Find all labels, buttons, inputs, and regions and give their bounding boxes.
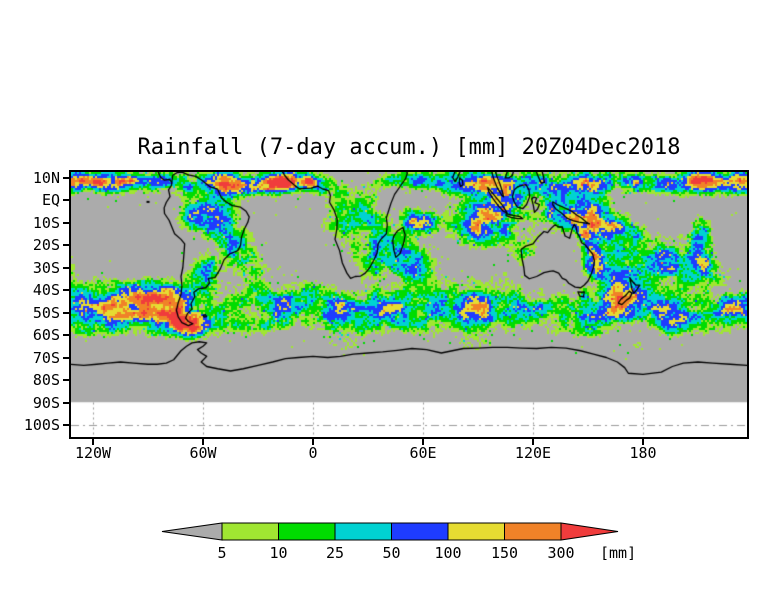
x-tick-label: 120W (74, 444, 112, 462)
rainfall-map-canvas (71, 172, 747, 437)
colorbar-level-label: 100 (434, 544, 461, 562)
y-tick-label: 70S (32, 348, 60, 367)
x-tick-mark (421, 439, 424, 445)
colorbar-level-label: 5 (217, 544, 226, 562)
y-tick-mark (63, 311, 69, 314)
colorbar-level-label: 10 (269, 544, 287, 562)
y-tick-label: 90S (32, 393, 60, 412)
map-frame (69, 170, 749, 439)
y-tick-mark (63, 289, 69, 291)
y-tick-label: EQ (41, 191, 60, 209)
colorbar-svg: 5 10 25 50 100 150 300 [mm] (161, 522, 636, 562)
colorbar-level-label: 25 (326, 544, 344, 562)
y-tick-label: 60S (32, 326, 60, 344)
y-tick-mark (63, 424, 69, 426)
y-tick-label: 80S (32, 371, 60, 389)
colorbar-level-label: 300 (547, 544, 574, 562)
y-tick-label: 40S (32, 281, 60, 299)
y-tick-mark (63, 401, 69, 404)
y-tick-mark (63, 356, 69, 359)
colorbar-level-label: 150 (491, 544, 518, 562)
x-tick-label: 60E (409, 444, 437, 462)
x-tick-label: 120E (514, 444, 552, 462)
x-tick-label: 180 (629, 444, 657, 462)
colorbar-segment (278, 522, 336, 541)
x-tick-mark (312, 439, 314, 445)
x-tick-label: 0 (308, 444, 318, 462)
y-tick-mark (63, 176, 69, 179)
x-tick-mark (641, 439, 644, 445)
y-tick-label: 30S (32, 258, 60, 277)
colorbar-unit-label: [mm] (600, 544, 636, 562)
colorbar-over-arrow (560, 522, 619, 541)
y-tick-mark (63, 266, 69, 269)
y-tick-label: 10N (32, 168, 60, 187)
figure-title: Rainfall (7-day accum.) [mm] 20Z04Dec201… (137, 135, 681, 160)
colorbar-level-label: 50 (382, 544, 400, 562)
colorbar-under-arrow (161, 522, 223, 541)
x-tick-mark (92, 439, 94, 445)
x-tick-mark (531, 439, 534, 445)
colorbar: 5 10 25 50 100 150 300 [mm] (150, 520, 690, 570)
y-tick-mark (63, 199, 69, 201)
y-tick-mark (63, 244, 69, 246)
y-tick-mark (63, 221, 69, 224)
y-tick-label: 50S (32, 303, 60, 322)
colorbar-segment (391, 522, 449, 541)
y-tick-label: 20S (32, 236, 60, 254)
y-tick-label: 100S (23, 416, 60, 434)
x-tick-mark (202, 439, 204, 445)
y-tick-mark (63, 334, 69, 336)
y-tick-mark (63, 379, 69, 381)
x-tick-label: 60W (189, 444, 217, 462)
colorbar-segment (447, 522, 505, 541)
y-tick-label: 10S (32, 213, 60, 232)
colorbar-segment (504, 522, 562, 541)
colorbar-segment (221, 522, 279, 541)
colorbar-segment (334, 522, 392, 541)
